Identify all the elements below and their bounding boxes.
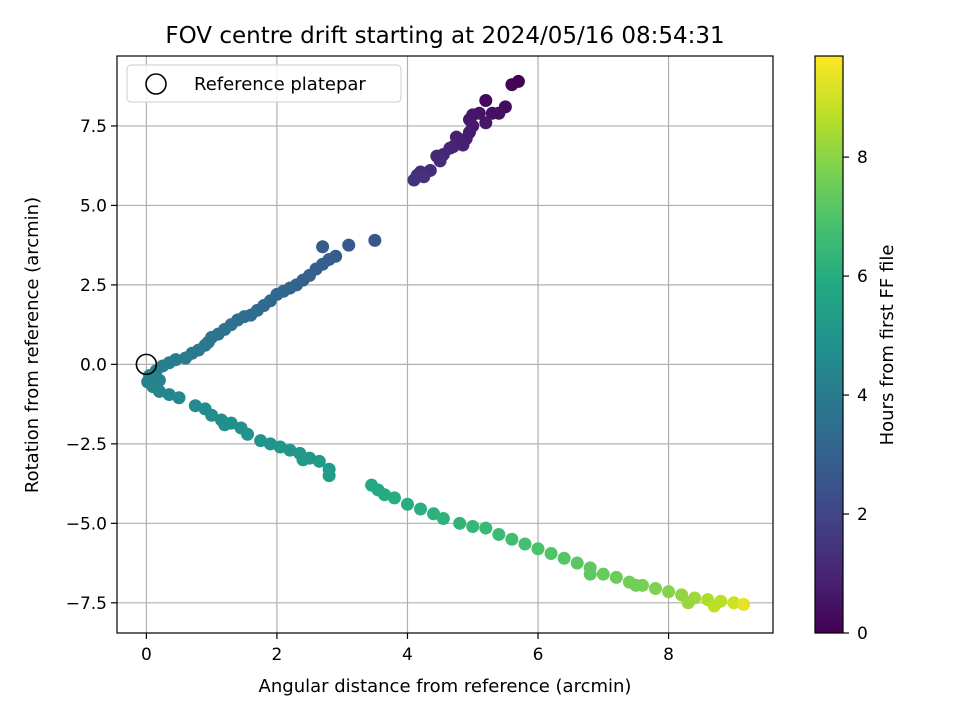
data-point (466, 520, 480, 534)
data-point (407, 173, 421, 187)
data-point (596, 567, 610, 581)
data-point (662, 585, 676, 599)
y-tick-label: −7.5 (66, 594, 107, 614)
y-tick-label: −2.5 (66, 435, 107, 455)
data-point (241, 427, 255, 441)
data-point (312, 454, 326, 468)
x-tick-label: 2 (272, 645, 283, 665)
data-point (681, 596, 695, 610)
data-point (479, 521, 493, 535)
data-point (414, 502, 428, 516)
y-tick-label: 0.0 (80, 355, 107, 375)
data-point (368, 233, 382, 247)
data-point (737, 597, 751, 611)
x-axis-ticks: 0 2 4 6 8 (141, 633, 674, 665)
colorbar-gradient (814, 55, 844, 634)
y-tick-label: −5.0 (66, 514, 107, 534)
data-point (152, 373, 166, 387)
data-point (263, 437, 277, 451)
colorbar-tick-label: 4 (857, 386, 868, 406)
data-point (436, 512, 450, 526)
grid-lines (117, 56, 773, 633)
data-point (387, 491, 401, 505)
data-point (583, 567, 597, 581)
colorbar: 0 2 4 6 8 Hours from first FF file (814, 55, 898, 644)
data-point (283, 443, 297, 457)
data-point (152, 384, 166, 398)
colorbar-label: Hours from first FF file (877, 245, 898, 446)
x-tick-label: 8 (663, 645, 674, 665)
y-tick-label: 2.5 (80, 276, 107, 296)
x-tick-label: 0 (141, 645, 152, 665)
data-point (485, 106, 499, 120)
x-tick-label: 4 (402, 645, 413, 665)
data-point (727, 596, 741, 610)
data-point (342, 238, 356, 252)
data-point (629, 578, 643, 592)
data-point (296, 453, 310, 467)
colorbar-tick-label: 2 (857, 505, 868, 525)
data-point (505, 78, 519, 92)
data-point (518, 537, 532, 551)
data-point (322, 469, 336, 483)
colorbar-ticks: 0 2 4 6 8 (843, 148, 868, 644)
data-point (453, 516, 467, 530)
data-point (205, 408, 219, 422)
data-point (531, 542, 545, 556)
data-point (378, 488, 392, 502)
data-point (707, 599, 721, 613)
x-axis-label: Angular distance from reference (arcmin) (259, 676, 632, 697)
y-axis-ticks: −7.5 −5.0 −2.5 0.0 2.5 5.0 7.5 (66, 117, 117, 614)
data-point (492, 527, 506, 541)
data-points (141, 74, 751, 613)
colorbar-tick-label: 8 (857, 148, 868, 168)
y-tick-label: 5.0 (80, 196, 107, 216)
data-point (649, 581, 663, 595)
reference-marker (135, 353, 158, 376)
data-point (433, 154, 447, 168)
x-tick-label: 6 (533, 645, 544, 665)
data-point (179, 351, 193, 365)
data-point (400, 497, 414, 511)
data-point (188, 399, 202, 413)
data-point (162, 388, 176, 402)
data-point (254, 434, 268, 448)
data-point (505, 532, 519, 546)
y-axis-label: Rotation from reference (arcmin) (22, 197, 43, 493)
colorbar-tick-label: 6 (857, 267, 868, 287)
legend-open-circle-icon (145, 73, 167, 95)
data-point (557, 551, 571, 565)
legend: Reference platepar (126, 64, 402, 103)
data-point (570, 556, 584, 570)
plot-frame (116, 55, 774, 634)
data-point (316, 240, 330, 254)
data-point (172, 391, 186, 405)
data-point (544, 547, 558, 561)
data-point (427, 507, 441, 521)
colorbar-tick-label: 0 (857, 624, 868, 644)
data-point (273, 440, 287, 454)
chart-title: FOV centre drift starting at 2024/05/16 … (165, 23, 724, 49)
data-point (456, 138, 470, 152)
data-point (218, 418, 232, 432)
data-point (479, 116, 493, 130)
data-point (609, 570, 623, 584)
legend-box (126, 64, 402, 103)
data-point (479, 94, 493, 108)
legend-entry-label: Reference platepar (194, 74, 366, 95)
data-point (417, 170, 431, 184)
y-tick-label: 7.5 (80, 117, 107, 137)
